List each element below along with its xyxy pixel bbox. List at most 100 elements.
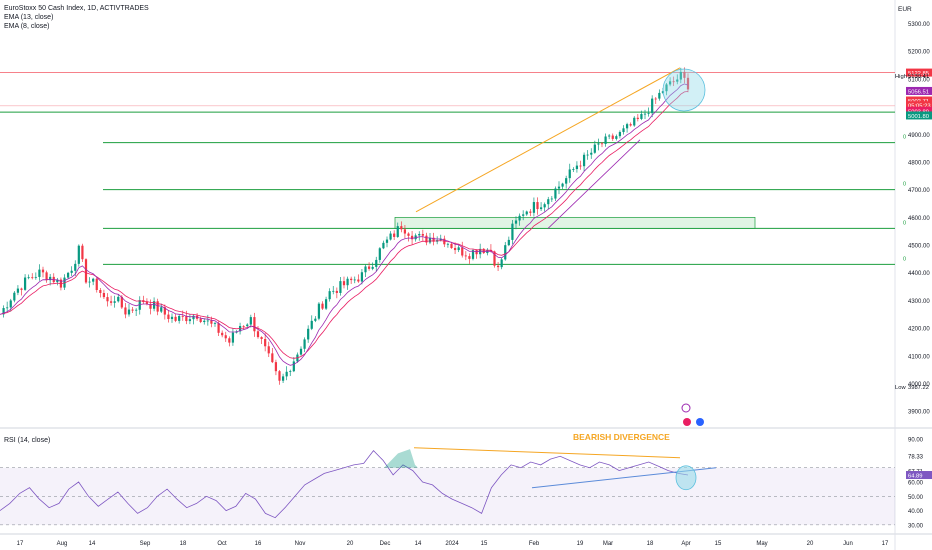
candle-body <box>264 338 267 347</box>
rsi-overbought-fill <box>384 449 418 468</box>
legend-ema-8[interactable]: EMA (8, close) <box>4 23 50 30</box>
candle-body <box>274 362 278 372</box>
candle-body <box>74 263 77 271</box>
time-tick-label: Nov <box>295 541 306 547</box>
time-tick-label: Apr <box>681 541 690 547</box>
candle-body <box>615 136 618 139</box>
candle-body <box>683 71 686 78</box>
level-marker: 0 <box>903 182 906 188</box>
candle-body <box>514 220 518 224</box>
rsi-line[interactable] <box>0 449 689 519</box>
low-label: Low <box>895 385 906 391</box>
candle-body <box>367 266 371 269</box>
candle-body <box>450 243 453 249</box>
rsi-tick-label: 60.00 <box>908 481 924 487</box>
candle-body <box>310 320 313 329</box>
candle-body <box>629 124 632 126</box>
candle-body <box>249 317 252 325</box>
candle-body <box>339 281 342 293</box>
candle-body <box>149 303 152 309</box>
candle-body <box>135 309 138 311</box>
legend-ema-13[interactable]: EMA (13, close) <box>4 14 54 21</box>
candle-body <box>31 277 34 279</box>
candle-body <box>504 245 507 260</box>
candle-body <box>468 256 471 259</box>
high-value: 5130.41 <box>908 74 929 80</box>
candle-body <box>77 245 80 264</box>
time-tick-label: 17 <box>17 541 24 547</box>
candle-body <box>188 319 192 322</box>
candle-body <box>464 255 467 257</box>
price-tick-label: 4300.00 <box>908 299 930 305</box>
candle-body <box>81 245 84 260</box>
candle-body <box>676 79 679 82</box>
demand-zone-box[interactable] <box>394 216 756 229</box>
price-tag-label: 05:05:23 <box>908 104 931 110</box>
candle-body <box>13 292 16 301</box>
candle-body <box>285 371 288 377</box>
candle-body <box>378 248 381 260</box>
candle-body <box>532 202 536 213</box>
candle-body <box>41 269 45 273</box>
event-icon[interactable] <box>681 403 691 413</box>
candle-body <box>622 128 625 133</box>
candle-body <box>665 84 668 92</box>
candle-body <box>385 239 389 243</box>
candle-body <box>425 235 428 243</box>
price-tag-box <box>906 86 932 95</box>
rsi-divergence-line[interactable] <box>413 447 681 459</box>
candle-body <box>651 98 654 114</box>
candle-body <box>565 178 568 184</box>
candle-body <box>360 272 364 282</box>
ema-8-line[interactable] <box>0 83 689 366</box>
candle-body <box>382 242 385 249</box>
price-tick-label: 4700.00 <box>908 188 930 194</box>
candle-body <box>328 291 331 300</box>
candle-body <box>88 281 91 283</box>
candle-body <box>127 309 131 315</box>
candle-body <box>131 309 134 311</box>
candle-body <box>231 332 235 343</box>
candle-body <box>174 316 177 321</box>
candle-body <box>9 300 12 308</box>
candle-body <box>317 303 321 319</box>
candle-body <box>145 302 149 304</box>
time-tick-label: 15 <box>715 541 722 547</box>
time-tick-label: 14 <box>415 541 422 547</box>
candle-body <box>353 279 356 281</box>
candle-body <box>314 318 317 321</box>
time-tick-label: 2024 <box>445 541 459 547</box>
event-icon[interactable] <box>696 418 704 426</box>
rsi-label[interactable]: RSI (14, close) <box>4 437 51 444</box>
rsi-tick-label: 30.00 <box>908 523 924 529</box>
candle-body <box>482 248 485 254</box>
candle-body <box>479 248 482 255</box>
candle-body <box>256 331 260 338</box>
candle-body <box>56 279 59 283</box>
price-tick-label: 4600.00 <box>908 216 930 222</box>
level-marker: 0 <box>903 135 906 141</box>
rsi-value-tag: 64.89 <box>908 474 923 480</box>
candle-body <box>421 233 424 236</box>
highlight-circle-price[interactable] <box>662 68 706 112</box>
candle-body <box>529 211 532 213</box>
candle-body <box>281 376 285 381</box>
event-icon[interactable] <box>683 418 691 426</box>
upper-trend-line[interactable] <box>415 67 681 213</box>
candle-body <box>396 226 399 237</box>
candle-body <box>106 297 109 302</box>
lower-trend-line[interactable] <box>547 139 641 229</box>
candle-body <box>199 318 202 323</box>
candle-body <box>579 165 582 167</box>
candle-body <box>292 361 295 372</box>
highlight-circle-rsi[interactable] <box>675 465 697 491</box>
candle-body <box>332 290 335 292</box>
candle-body <box>611 135 614 139</box>
candle-body <box>600 143 604 145</box>
ema-13-line[interactable] <box>0 91 689 359</box>
candle-body <box>23 277 27 290</box>
low-value: 3987.22 <box>908 385 929 391</box>
chart-title: EuroStoxx 50 Cash Index, 1D, ACTIVTRADES <box>4 5 149 12</box>
